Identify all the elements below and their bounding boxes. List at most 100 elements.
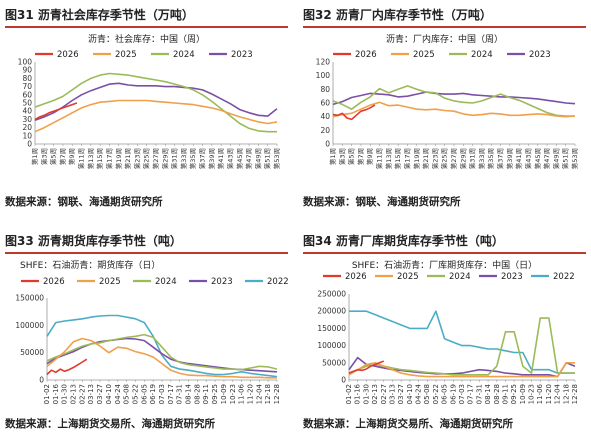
- x-tick-label: 12-04: [255, 383, 263, 404]
- x-tick-label: 第37周: [496, 148, 505, 169]
- x-tick-label: 第9周: [67, 148, 76, 165]
- legend-label: 2024: [155, 277, 177, 287]
- x-tick-label: 10-09: [519, 384, 527, 404]
- y-tick-label: 100: [316, 71, 331, 80]
- x-tick-label: 08-14: [484, 383, 492, 404]
- series-line-2026: [332, 104, 376, 121]
- x-tick-label: 第25周: [142, 148, 151, 169]
- chart-futures-inventory: 0 50000 100000 150000 01-02 01-16 01-30 02-13 02…: [15, 277, 289, 404]
- x-tick-label: 02-27: [78, 384, 86, 404]
- x-tick-label: 第1周: [30, 148, 39, 165]
- source-note: 数据来源：钢联、海通期货研究所: [5, 196, 163, 208]
- title-rule: [303, 252, 586, 254]
- x-tick-label: 11-06: [238, 383, 246, 404]
- x-tick-label: 03-27: [397, 384, 405, 404]
- x-tick-label: 02-27: [380, 384, 388, 404]
- chart-subtitle: SHFE：石油沥青：期货库存（日）: [20, 261, 161, 271]
- x-tick-label: 第43周: [225, 148, 234, 169]
- x-tick-label: 01-16: [52, 383, 60, 404]
- x-tick-label: 第17周: [402, 148, 411, 169]
- x-tick-label: 06-19: [449, 384, 457, 404]
- x-tick-label: 第47周: [542, 148, 551, 169]
- x-tick-label: 08-28: [193, 384, 201, 404]
- y-tick-label: 50: [22, 99, 32, 108]
- legend-label: 2022: [267, 277, 289, 287]
- legend-label: 2026: [57, 50, 79, 60]
- x-tick-label: 09-25: [510, 384, 518, 404]
- y-tick-label: 0: [27, 140, 32, 149]
- y-tick-label: 0: [341, 376, 346, 385]
- x-tick-label: 12-04: [554, 383, 562, 404]
- series-line-2024: [34, 72, 277, 133]
- x-tick-label: 第27周: [151, 148, 160, 169]
- x-tick-label: 第19周: [412, 148, 421, 169]
- x-tick-label: 第49周: [551, 148, 560, 169]
- x-tick-label: 第23周: [430, 148, 439, 169]
- x-tick-label: 07-31: [475, 384, 483, 404]
- x-tick-label: 第33周: [179, 148, 188, 169]
- x-tick-label: 05-22: [131, 384, 139, 404]
- y-tick-label: 200000: [317, 307, 346, 316]
- y-tick-label: 10: [22, 131, 32, 140]
- y-tick-label: 40: [22, 107, 32, 116]
- x-tick-label: 12-18: [562, 384, 570, 404]
- figure-title: 图33 沥青期货库存季节性（吨）: [5, 234, 182, 248]
- y-tick-label: 80: [22, 74, 32, 83]
- y-tick-label: 150000: [317, 324, 346, 333]
- x-tick-label: 第39周: [505, 148, 514, 169]
- x-tick-label: 11-20: [246, 384, 254, 404]
- x-tick-label: 第21周: [123, 148, 132, 169]
- x-tick-label: 07-03: [458, 384, 466, 404]
- x-tick-label: 07-17: [467, 384, 475, 404]
- x-tick-label: 01-02: [345, 384, 353, 404]
- legend-label: 2024: [449, 272, 471, 282]
- x-tick-label: 第5周: [49, 148, 58, 165]
- x-tick-label: 01-16: [354, 383, 362, 404]
- series-line-2025: [332, 101, 576, 118]
- x-tick-label: 10-23: [528, 384, 536, 404]
- x-tick-label: 第37周: [198, 148, 207, 169]
- y-tick-label: 40: [320, 112, 330, 121]
- title-rule: [5, 252, 288, 254]
- series-line-2024: [332, 85, 575, 117]
- legend-label: 2026: [43, 277, 65, 287]
- x-tick-label: 第35周: [486, 148, 495, 169]
- source-note: 数据来源：上海期货交易所、海通期货研究所: [303, 418, 513, 430]
- x-tick-label: 第13周: [86, 148, 95, 169]
- figure-title: 图32 沥青厂内库存季节性（万吨）: [303, 8, 492, 22]
- x-tick-label: 12-28: [571, 384, 579, 404]
- chart-subtitle: 沥青：厂内库存：中国（周）: [385, 35, 503, 45]
- x-tick-label: 03-13: [388, 384, 396, 404]
- x-tick-label: 第53周: [570, 148, 579, 169]
- y-tick-label: 100: [18, 58, 33, 67]
- y-tick-label: 0: [39, 376, 44, 385]
- x-tick-label: 第25周: [440, 148, 449, 169]
- y-tick-label: 100000: [15, 321, 44, 330]
- legend-label: 2025: [413, 50, 435, 60]
- x-tick-label: 03-13: [87, 384, 95, 404]
- x-tick-label: 第43周: [523, 148, 532, 169]
- y-tick-label: 90: [22, 66, 32, 75]
- x-tick-label: 第9周: [365, 148, 374, 165]
- panel-32: 图32 沥青厂内库存季节性（万吨） 沥青：厂内库存：中国（周） 0 20 40 60 8…: [303, 4, 586, 216]
- x-tick-label: 第29周: [160, 148, 169, 169]
- series-line-2024: [46, 333, 278, 371]
- x-tick-label: 第15周: [393, 148, 402, 169]
- x-tick-label: 第21周: [421, 148, 430, 169]
- x-tick-label: 第27周: [449, 148, 458, 169]
- x-tick-label: 第53周: [272, 148, 281, 169]
- x-tick-label: 第33周: [477, 148, 486, 169]
- x-tick-label: 09-11: [501, 384, 509, 404]
- x-tick-label: 第11周: [375, 148, 384, 169]
- x-tick-label: 09-11: [202, 384, 210, 404]
- panel-33: 图33 沥青期货库存季节性（吨） SHFE：石油沥青：期货库存（日） 0 5000…: [5, 230, 289, 436]
- source-note: 数据来源：上海期货交易所、海通期货研究所: [5, 418, 215, 430]
- legend-label: 2023: [231, 50, 253, 60]
- x-tick-label: 第35周: [188, 148, 197, 169]
- x-tick-label: 第7周: [58, 148, 67, 165]
- x-tick-label: 第19周: [114, 148, 123, 169]
- x-tick-label: 10-23: [229, 384, 237, 404]
- y-tick-label: 0: [325, 140, 330, 149]
- legend-label: 2022: [553, 272, 575, 282]
